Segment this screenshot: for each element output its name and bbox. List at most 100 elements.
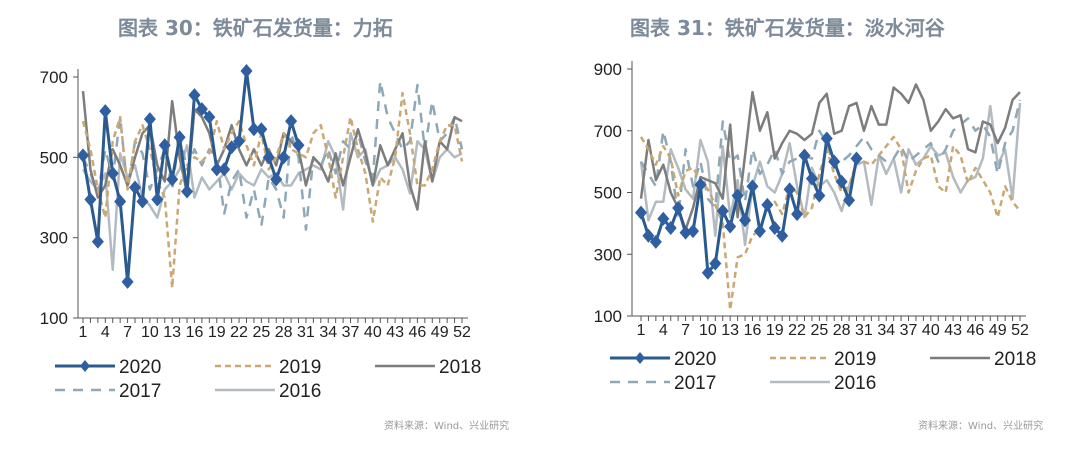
x-tick-label: 4 — [101, 324, 110, 341]
data-point-2020 — [203, 110, 216, 125]
x-tick-label: 52 — [1011, 322, 1029, 339]
x-tick-label: 46 — [967, 322, 985, 339]
data-point-2020 — [143, 112, 156, 127]
data-point-2020 — [173, 130, 186, 145]
chart-title-left: 图表 30：铁矿石发货量：力拓 — [118, 16, 393, 40]
data-point-2020 — [791, 207, 804, 222]
chart-title-right: 图表 31：铁矿石发货量：淡水河谷 — [630, 16, 945, 40]
chart-1: 100 300 500 700 1 4 7 10 13 16 19 22 25 28 31 34 37 40 43 4… — [40, 63, 481, 402]
x-tick-label: 4 — [659, 322, 668, 339]
data-point-2020 — [106, 166, 119, 181]
x-tick-label: 25 — [252, 324, 270, 341]
source-note-left: 资料来源：Wind、兴业研究 — [384, 421, 510, 432]
data-point-2020 — [262, 150, 275, 165]
x-tick-label: 1 — [637, 322, 646, 339]
data-point-2020 — [188, 88, 201, 103]
x-tick-label: 16 — [744, 322, 762, 339]
data-point-2020 — [255, 122, 268, 137]
series-line-2016 — [639, 102, 1022, 247]
data-point-2020 — [843, 193, 856, 208]
data-point-2020 — [813, 188, 826, 203]
legend-label-2018: 2018 — [994, 349, 1036, 370]
data-point-2020 — [753, 224, 766, 239]
x-tick-label: 28 — [833, 322, 851, 339]
x-tick-label: 25 — [810, 322, 828, 339]
x-tick-label: 19 — [208, 324, 226, 341]
y-tick-label: 300 — [594, 245, 622, 264]
x-tick-label: 49 — [431, 324, 449, 341]
legend-label-2020: 2020 — [674, 349, 716, 370]
y-tick-label: 700 — [40, 68, 68, 87]
data-point-2020 — [77, 148, 89, 163]
data-point-2020 — [850, 151, 863, 166]
legend-marker — [635, 352, 645, 364]
data-point-2020 — [776, 228, 789, 243]
data-point-2020 — [247, 122, 260, 137]
data-point-2020 — [218, 162, 231, 177]
series-line-2019 — [81, 91, 464, 290]
data-point-2020 — [114, 194, 127, 209]
data-point-2020 — [768, 221, 781, 236]
legend-label-2016: 2016 — [834, 373, 876, 394]
data-point-2020 — [746, 179, 759, 194]
legend-label-2020: 2020 — [119, 357, 161, 378]
x-tick-label: 10 — [141, 324, 159, 341]
data-point-2020 — [285, 114, 298, 129]
data-point-2020 — [664, 221, 677, 236]
data-point-2020 — [233, 134, 246, 149]
y-tick-label: 900 — [594, 60, 622, 79]
x-tick-label: 13 — [163, 324, 181, 341]
data-point-2020 — [783, 182, 796, 197]
data-point-2020 — [642, 228, 655, 243]
data-point-2020 — [672, 200, 685, 215]
chart-2: 100 300 500 700 900 1 4 7 10 13 16 19 22 25 28 31 34 37 40… — [594, 60, 1037, 394]
data-point-2020 — [84, 192, 97, 207]
legend-label-2017: 2017 — [119, 381, 161, 402]
x-tick-label: 49 — [989, 322, 1007, 339]
legend-label-2018: 2018 — [439, 357, 481, 378]
data-point-2020 — [835, 174, 848, 189]
x-tick-label: 31 — [297, 324, 315, 341]
x-tick-label: 43 — [944, 322, 962, 339]
x-tick-label: 16 — [186, 324, 204, 341]
data-point-2020 — [166, 172, 179, 187]
data-point-2020 — [731, 188, 744, 203]
legend-label-2017: 2017 — [674, 373, 716, 394]
data-point-2020 — [687, 224, 700, 239]
legend-label-2019: 2019 — [834, 349, 876, 370]
data-point-2020 — [292, 138, 305, 153]
data-point-2020 — [657, 211, 670, 226]
y-tick-label: 700 — [594, 122, 622, 141]
data-point-2020 — [798, 148, 811, 163]
legend-marker — [80, 360, 90, 372]
legend-label-2019: 2019 — [279, 357, 321, 378]
data-point-2020 — [716, 204, 729, 219]
data-point-2020 — [136, 194, 149, 209]
x-tick-label: 19 — [766, 322, 784, 339]
data-point-2020 — [210, 162, 223, 177]
data-point-2020 — [181, 184, 194, 199]
data-point-2020 — [724, 219, 737, 234]
x-tick-label: 22 — [230, 324, 248, 341]
data-point-2020 — [701, 265, 714, 280]
y-tick-label: 500 — [594, 184, 622, 203]
data-point-2020 — [828, 154, 841, 169]
y-tick-label: 500 — [40, 148, 68, 167]
data-point-2020 — [277, 150, 290, 165]
x-tick-label: 10 — [699, 322, 717, 339]
x-tick-label: 46 — [409, 324, 427, 341]
data-point-2020 — [195, 102, 208, 117]
data-point-2020 — [240, 63, 253, 78]
x-tick-label: 31 — [855, 322, 873, 339]
data-point-2020 — [99, 104, 112, 119]
data-point-2020 — [679, 225, 692, 240]
series-line-2018 — [639, 83, 1021, 231]
data-point-2020 — [709, 256, 722, 271]
x-tick-label: 22 — [788, 322, 806, 339]
x-tick-label: 7 — [123, 324, 132, 341]
x-tick-label: 7 — [681, 322, 690, 339]
data-point-2020 — [820, 131, 833, 146]
data-point-2020 — [739, 213, 752, 228]
data-point-2020 — [129, 180, 142, 195]
